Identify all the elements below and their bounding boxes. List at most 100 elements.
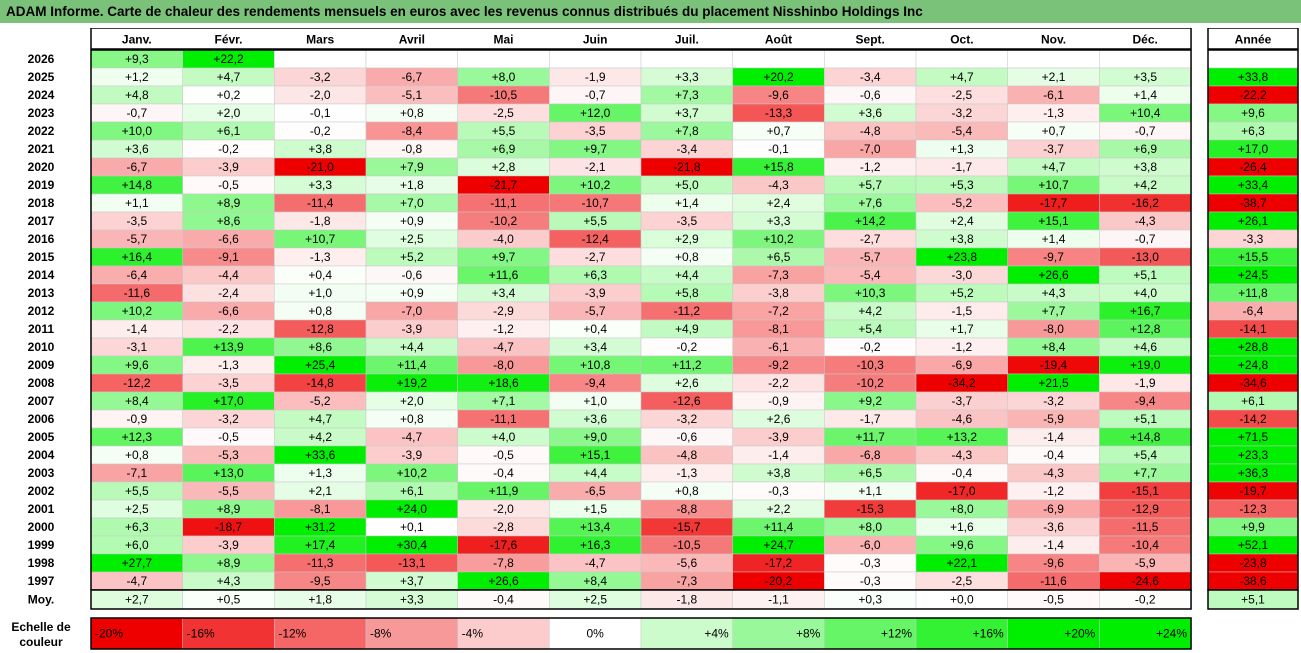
cell-value: -6,1 [768, 340, 789, 354]
cell-value: +0,8 [675, 484, 699, 498]
cell-value: +0,2 [217, 88, 241, 102]
cell-value: +10,3 [855, 286, 886, 300]
cell-value: +10,2 [397, 466, 428, 480]
cell-value: +5,2 [950, 286, 974, 300]
average-value: -1,8 [677, 593, 698, 607]
scale-swatch [824, 617, 917, 650]
cell-value: +4,7 [217, 70, 241, 84]
cell-value: +2,6 [675, 376, 699, 390]
cell-value: +6,1 [217, 124, 241, 138]
cell-value: +6,3 [583, 268, 607, 282]
annual-cell [1207, 49, 1299, 69]
cell-value: -1,9 [1135, 376, 1156, 390]
cell-value: +19,2 [397, 376, 428, 390]
scale-label-value: -12% [278, 627, 306, 641]
annual-value: -22,2 [1239, 88, 1267, 102]
year-label: 2022 [28, 124, 55, 138]
cell-value: -3,2 [218, 412, 239, 426]
month-header: Juil. [675, 33, 699, 47]
cell-value: -1,5 [952, 304, 973, 318]
month-header: Févr. [214, 33, 242, 47]
cell-value: -0,3 [768, 484, 789, 498]
scale-frame [90, 617, 1192, 650]
cell-value: +7,7 [1133, 466, 1157, 480]
annual-value: +23,3 [1238, 448, 1269, 462]
cell-value: -0,9 [768, 394, 789, 408]
cell-value: +3,6 [858, 106, 882, 120]
cell-value: -5,2 [952, 196, 973, 210]
cell-value: +4,8 [125, 88, 149, 102]
cell-value: -4,3 [768, 178, 789, 192]
annual-value: +17,0 [1238, 142, 1269, 156]
scale-label: couleur [19, 635, 63, 649]
cell-value: -1,2 [1043, 484, 1064, 498]
cell-value: -0,2 [860, 340, 881, 354]
cell-value: -17,0 [948, 484, 976, 498]
cell-value: +1,4 [675, 196, 699, 210]
cell-value: -9,7 [1043, 250, 1064, 264]
cell-value: +5,8 [675, 286, 699, 300]
cell-value: +2,9 [675, 232, 699, 246]
cell-value: +4,2 [308, 430, 332, 444]
cell-value: +8,0 [858, 520, 882, 534]
cell-value: -1,3 [677, 466, 698, 480]
year-label: 2015 [28, 250, 55, 264]
cell-value: +11,9 [489, 484, 519, 498]
cell-value: -0,9 [126, 412, 147, 426]
cell-value: +3,8 [950, 232, 974, 246]
cell-value: -7,1 [126, 466, 147, 480]
cell-value: +11,6 [489, 268, 519, 282]
year-label: 2011 [28, 322, 54, 336]
cell-value: -8,0 [1043, 322, 1064, 336]
cell-value: +5,1 [1133, 268, 1157, 282]
cell-value: +9,3 [125, 52, 149, 66]
cell-value: +8,9 [217, 196, 241, 210]
annual-value: +9,9 [1241, 520, 1265, 534]
annual-value: +33,4 [1238, 178, 1269, 192]
cell-value: -6,9 [952, 358, 973, 372]
cell-value: +33,6 [305, 448, 336, 462]
cell-value: -7,0 [860, 142, 881, 156]
heat-cell [365, 49, 458, 69]
annual-value: -3,3 [1243, 232, 1264, 246]
cell-value: -11,4 [307, 196, 334, 210]
cell-value: -9,2 [768, 358, 789, 372]
cell-value: -5,7 [126, 232, 147, 246]
cell-value: -0,3 [860, 574, 881, 588]
average-value: -0,5 [1043, 593, 1064, 607]
cell-value: +19,0 [1130, 358, 1161, 372]
cell-value: +11,4 [764, 520, 794, 534]
cell-value: -2,7 [860, 232, 881, 246]
month-header-frame [90, 28, 1192, 50]
scale-label-value: +16% [973, 627, 1004, 641]
average-frame [90, 589, 1192, 610]
cell-value: +3,7 [400, 574, 424, 588]
cell-value: +1,8 [400, 178, 424, 192]
year-label: 2008 [28, 376, 55, 390]
cell-value: +3,8 [767, 466, 791, 480]
cell-value: +9,6 [125, 358, 149, 372]
cell-value: -5,4 [952, 124, 973, 138]
cell-value: -0,2 [310, 124, 331, 138]
cell-value: +4,4 [583, 466, 607, 480]
cell-value: -2,5 [493, 106, 514, 120]
year-label: 2005 [28, 430, 55, 444]
cell-value: +5,4 [1133, 448, 1157, 462]
year-label: 2018 [28, 196, 55, 210]
heatmap: Janv. Févr. Mars Avril Mai Juin Juil. Août Sept.… [0, 28, 1301, 653]
annual-value: +28,8 [1238, 340, 1269, 354]
cell-value: +8,6 [308, 340, 332, 354]
cell-value: +16,3 [580, 538, 611, 552]
annual-value: -19,7 [1239, 484, 1267, 498]
scale-swatch [549, 617, 642, 650]
cell-value: +27,7 [122, 556, 153, 570]
average-value: -0,4 [493, 593, 514, 607]
cell-value: +0,9 [400, 286, 424, 300]
heat-cell [732, 49, 825, 69]
average-label: Moy. [28, 593, 54, 607]
cell-value: -5,4 [860, 268, 881, 282]
cell-value: -4,6 [952, 412, 973, 426]
cell-value: -14,8 [306, 376, 334, 390]
cell-value: -0,1 [768, 142, 789, 156]
cell-value: +14,8 [122, 178, 153, 192]
